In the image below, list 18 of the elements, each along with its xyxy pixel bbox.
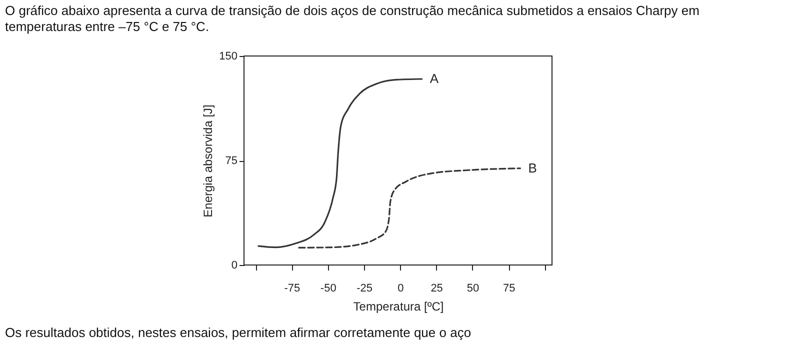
line-series [298,168,521,249]
chart-title: O gráfico abaixo apresenta a curva de transição de dois aços de construção mecânica submetidos a ensaios Charpy em temperaturas entre –75 °C e 75 °C. [5,3,700,34]
text: Os resultados obtidos, nestes ensaios, permitem afirmar corretamente que o aço [5,325,472,340]
x-tick-label: 75 [502,282,516,294]
y-tick-label: 150 [219,50,238,62]
y-tick-label: 0 [231,260,238,272]
x-tick-label: -50 [320,282,336,294]
x-tick-label: -75 [284,282,300,294]
x-tick-label: 25 [430,282,443,294]
x-tick-label: 50 [466,282,480,294]
x-tick-label: -25 [356,282,372,294]
series-label: B [528,160,537,176]
x-axis-title: Temperatura [ºC] [353,300,444,314]
series-label: A [430,70,439,86]
y-tick-label: 75 [225,155,238,167]
y-axis-title: Energia absorvida [J] [201,104,216,218]
line-series [258,78,423,248]
x-tick-label: 0 [398,282,404,294]
